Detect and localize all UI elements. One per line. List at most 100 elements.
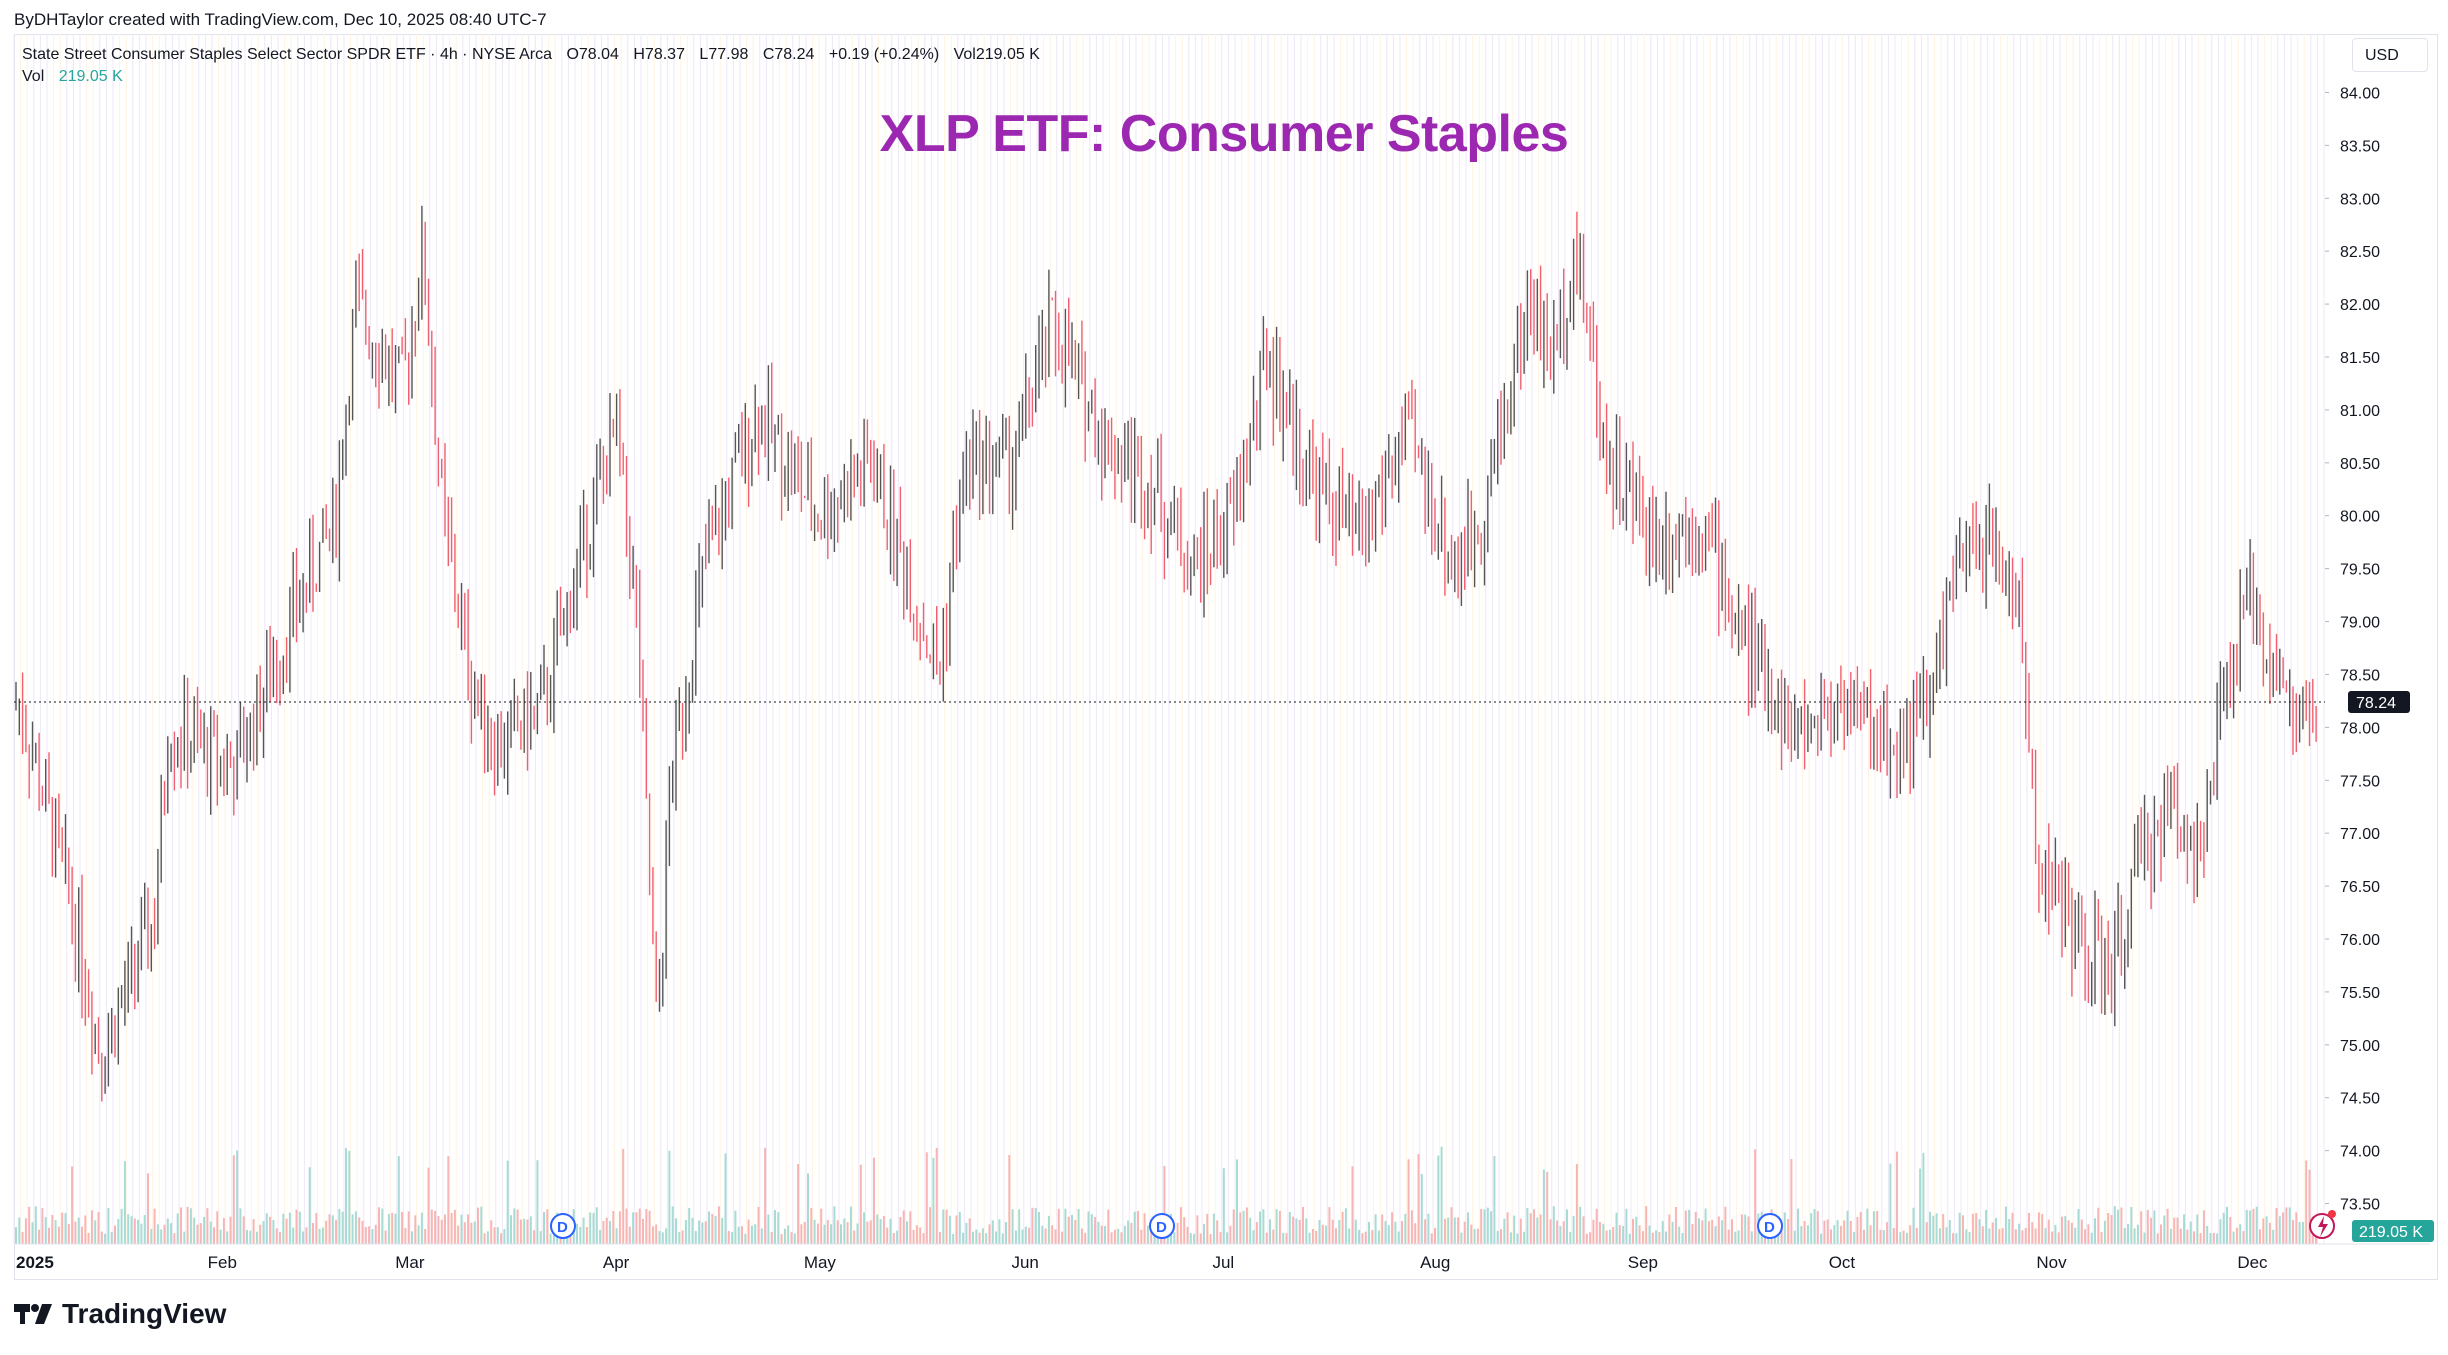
- lightning-icon: [2318, 1216, 2328, 1237]
- volume-bar: [1067, 1216, 1070, 1244]
- dividend-marker[interactable]: [550, 1213, 576, 1239]
- volume-bar: [526, 1219, 529, 1244]
- volume-bar: [239, 1208, 242, 1244]
- volume-bar: [176, 1213, 179, 1244]
- volume-bar: [2169, 1228, 2172, 1244]
- volume-bar: [2004, 1206, 2007, 1244]
- volume-bar: [2143, 1232, 2146, 1244]
- tradingview-logo[interactable]: TradingView: [14, 1298, 226, 1330]
- volume-bar: [513, 1208, 516, 1244]
- dividend-marker[interactable]: [1149, 1213, 1175, 1239]
- legend-symbol[interactable]: State Street Consumer Staples Select Sec…: [22, 46, 552, 63]
- volume-bar: [1430, 1233, 1433, 1244]
- volume-bar: [354, 1211, 357, 1244]
- volume-bar: [1882, 1230, 1885, 1244]
- volume-label[interactable]: Vol: [22, 68, 45, 85]
- volume-bar: [1849, 1220, 1852, 1244]
- volume-bar: [589, 1212, 592, 1244]
- volume-bar: [2084, 1229, 2087, 1244]
- volume-bar: [1496, 1230, 1499, 1244]
- volume-bar: [38, 1229, 41, 1244]
- volume-bar: [312, 1222, 314, 1244]
- volume-bar: [477, 1207, 479, 1244]
- volume-bar: [2179, 1228, 2182, 1244]
- volume-bar: [1374, 1214, 1377, 1244]
- volume-bar: [328, 1214, 331, 1244]
- volume-bar: [1965, 1229, 1968, 1244]
- volume-bar: [1338, 1220, 1341, 1244]
- volume-bar: [371, 1229, 374, 1244]
- volume-bar: [873, 1157, 875, 1244]
- volume-bar: [1526, 1207, 1529, 1244]
- volume-bar: [2226, 1206, 2228, 1244]
- volume-bar: [1242, 1210, 1245, 1244]
- volume-bar: [219, 1229, 222, 1244]
- time-tick-label: Oct: [1829, 1253, 1856, 1272]
- volume-bar: [1975, 1213, 1978, 1244]
- volume-bar: [1074, 1219, 1077, 1244]
- volume-bar: [516, 1209, 519, 1244]
- volume-bar: [1358, 1229, 1361, 1244]
- time-tick-label: Dec: [2237, 1253, 2268, 1272]
- volume-bar: [107, 1207, 110, 1244]
- volume-bar: [1655, 1230, 1658, 1244]
- volume-bar: [2235, 1227, 2238, 1244]
- volume-bar: [1688, 1209, 1691, 1244]
- volume-bar: [1401, 1220, 1403, 1244]
- volume-bar: [1123, 1225, 1126, 1244]
- volume-bar: [120, 1208, 123, 1244]
- volume-bar: [64, 1213, 67, 1244]
- volume-bar: [2189, 1221, 2192, 1244]
- volume-bar: [123, 1161, 126, 1244]
- volume-bar: [1341, 1211, 1344, 1244]
- volume-bar: [74, 1221, 77, 1244]
- volume-bar: [813, 1219, 816, 1244]
- volume-bar: [1932, 1215, 1935, 1244]
- volume-bar: [1889, 1163, 1892, 1244]
- volume-bar: [599, 1229, 602, 1244]
- volume-bar: [1879, 1229, 1882, 1244]
- volume-bar: [480, 1206, 483, 1244]
- volume-bar: [612, 1211, 615, 1244]
- volume-bar: [2196, 1214, 2199, 1244]
- volume-bar: [1912, 1207, 1915, 1244]
- volume-bar: [1302, 1206, 1304, 1244]
- volume-bar: [1226, 1232, 1229, 1244]
- volume-bar: [1615, 1212, 1618, 1244]
- volume-bar: [1575, 1163, 1578, 1244]
- price-tick-label: 77.00: [2340, 826, 2380, 843]
- volume-bar: [384, 1230, 387, 1244]
- volume-bar: [351, 1214, 354, 1244]
- volume-bar: [1747, 1216, 1750, 1244]
- volume-bar: [15, 1227, 17, 1244]
- volume-bar: [2305, 1160, 2308, 1244]
- price-tick-label: 76.00: [2340, 932, 2380, 949]
- volume-bar: [506, 1160, 509, 1244]
- volume-bar: [57, 1226, 60, 1244]
- volume-bar: [1077, 1208, 1080, 1244]
- volume-bar: [2275, 1207, 2278, 1244]
- volume-bar: [1186, 1226, 1189, 1244]
- volume-bar: [708, 1211, 710, 1244]
- volume-bar: [2259, 1229, 2261, 1244]
- volume-bar: [1876, 1211, 1879, 1244]
- volume-bar: [2113, 1206, 2116, 1244]
- volume-bar: [1348, 1228, 1351, 1244]
- dividend-marker[interactable]: [1757, 1213, 1783, 1239]
- volume-bar: [199, 1223, 202, 1244]
- volume-bar: [1846, 1210, 1849, 1244]
- time-tick-label: Jun: [1011, 1253, 1038, 1272]
- volume-bar: [1028, 1227, 1031, 1244]
- volume-bar: [1308, 1232, 1311, 1244]
- volume-bar: [1734, 1231, 1737, 1244]
- volume-bar: [1420, 1173, 1423, 1244]
- volume-bar: [1813, 1209, 1816, 1244]
- volume-bar: [1839, 1225, 1842, 1244]
- currency-button[interactable]: USD: [2352, 38, 2428, 72]
- volume-bar: [731, 1232, 734, 1244]
- volume-bar: [790, 1232, 793, 1244]
- volume-bar: [1368, 1222, 1370, 1244]
- volume-bar: [1364, 1231, 1367, 1244]
- volume-bar: [77, 1217, 80, 1244]
